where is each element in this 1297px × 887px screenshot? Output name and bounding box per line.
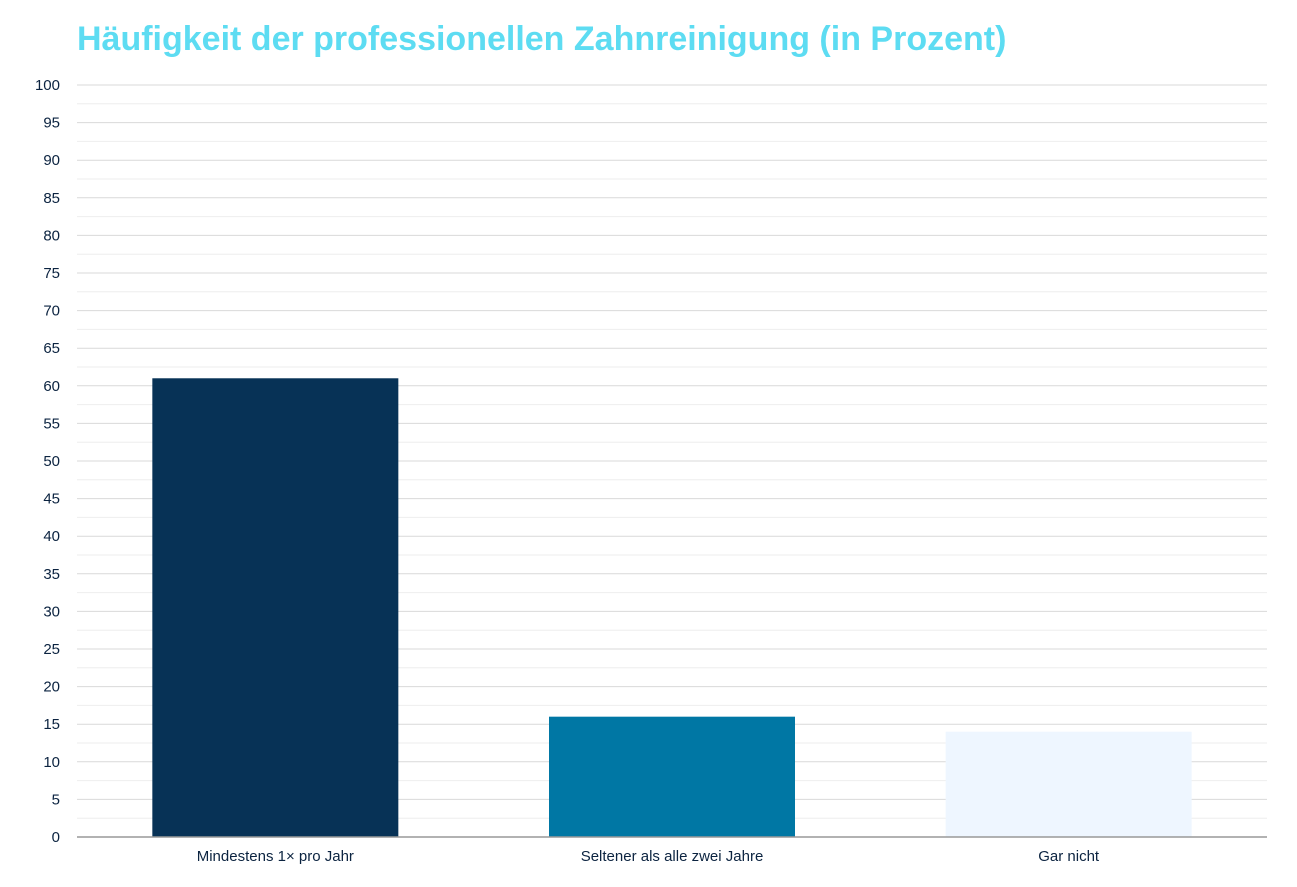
bar — [152, 378, 399, 837]
y-tick-label: 70 — [43, 303, 60, 320]
x-category-label: Gar nicht — [1038, 848, 1100, 865]
y-tick-label: 75 — [43, 265, 60, 282]
y-tick-label: 10 — [43, 754, 60, 771]
y-tick-label: 60 — [43, 378, 60, 395]
y-tick-label: 90 — [43, 152, 60, 169]
y-tick-label: 95 — [43, 115, 60, 132]
x-axis-labels: Mindestens 1× pro Jahr Seltener als alle … — [197, 848, 1100, 865]
x-category-label: Mindestens 1× pro Jahr — [197, 848, 354, 865]
y-tick-label: 20 — [43, 679, 60, 696]
y-tick-label: 100 — [35, 77, 60, 94]
chart-title: Häufigkeit der professionellen Zahnreini… — [77, 20, 1007, 58]
y-axis-ticks: 0 5 10 15 20 25 30 35 40 45 50 55 60 65 70 75 80 85 90 95 10… — [35, 77, 60, 846]
y-tick-label: 5 — [52, 791, 60, 808]
y-tick-label: 85 — [43, 190, 60, 207]
y-tick-label: 30 — [43, 603, 60, 620]
bar — [945, 731, 1192, 837]
y-tick-label: 80 — [43, 227, 60, 244]
y-tick-label: 45 — [43, 491, 60, 508]
y-tick-label: 25 — [43, 641, 60, 658]
y-tick-label: 35 — [43, 566, 60, 583]
x-category-label: Seltener als alle zwei Jahre — [581, 848, 764, 865]
y-tick-label: 40 — [43, 528, 60, 545]
y-tick-label: 55 — [43, 415, 60, 432]
bar — [549, 716, 795, 837]
y-tick-label: 0 — [52, 829, 60, 846]
y-tick-label: 50 — [43, 453, 60, 470]
y-tick-label: 15 — [43, 716, 60, 733]
y-tick-label: 65 — [43, 340, 60, 357]
bars — [152, 378, 1192, 837]
